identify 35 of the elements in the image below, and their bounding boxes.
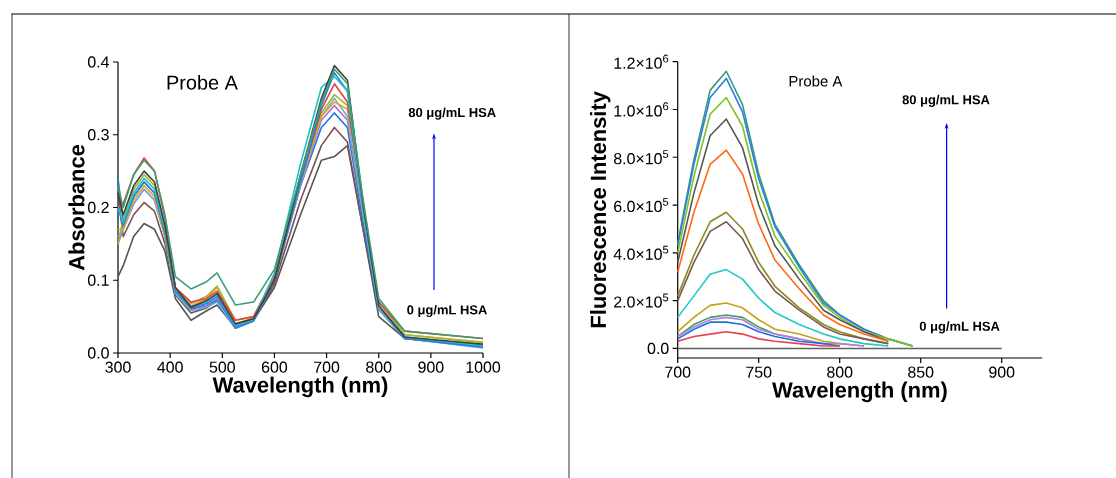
y-tick-label: 0.1 — [87, 274, 109, 286]
x-tick-label: 600 — [261, 361, 288, 373]
y-tick-label: 1.0×10$^{6}$ — [614, 102, 669, 117]
x-axis-title: Wavelength (nm) — [212, 376, 388, 398]
x-tick-label: 1000 — [466, 361, 501, 373]
y-axis-title: Absorbance — [68, 144, 85, 271]
x-tick-label: 400 — [157, 361, 183, 373]
y-tick-label: 0.2 — [87, 201, 109, 214]
annotation: Probe A — [167, 75, 238, 90]
x-tick-label: 850 — [908, 366, 934, 378]
x-tick-label: 900 — [989, 366, 1015, 378]
x-tick-label: 500 — [209, 361, 235, 373]
x-tick-label: 700 — [665, 366, 691, 378]
x-tick-label: 300 — [105, 361, 131, 373]
y-tick-label: 2.0×10$^{5}$ — [614, 293, 669, 308]
x-tick-label: 750 — [746, 366, 772, 378]
y-axis-title: Fluorescence Intensity — [590, 91, 611, 328]
x-axis-title: Wavelength (nm) — [772, 381, 947, 403]
y-tick-label: 4.0×10$^{5}$ — [613, 245, 669, 260]
y-tick-label: 0.0 — [647, 342, 669, 355]
annotation: 0 μg/mL HSA — [919, 321, 1000, 334]
y-tick-label: 1.2×10$^{6}$ — [614, 54, 669, 69]
y-tick-label: 0.4 — [87, 56, 110, 68]
annotation: 80 μg/mL HSA — [408, 107, 496, 120]
x-tick-label: 900 — [418, 361, 444, 373]
y-tick-label: 0.3 — [87, 129, 109, 141]
annotation: 0 μg/mL HSA — [407, 304, 487, 318]
x-tick-label: 700 — [314, 361, 340, 373]
x-tick-label: 800 — [366, 361, 392, 373]
annotation: 80 μg/mL HSA — [902, 94, 990, 107]
y-tick-label: 8.0×10$^{5}$ — [613, 150, 669, 165]
annotation: Probe A — [789, 75, 843, 87]
x-tick-label: 800 — [827, 366, 853, 378]
y-tick-label: 0.0 — [87, 347, 109, 359]
y-tick-label: 6.0×10$^{5}$ — [614, 198, 669, 213]
